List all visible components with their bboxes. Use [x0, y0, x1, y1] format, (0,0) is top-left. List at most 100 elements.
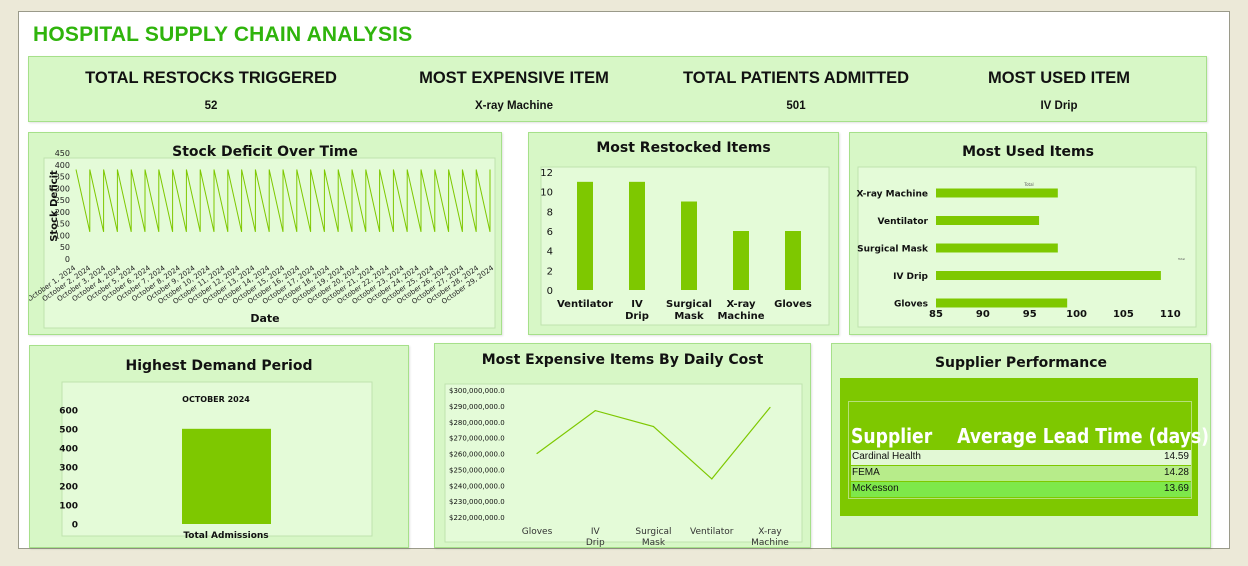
supplier-name: FEMA — [852, 467, 880, 478]
x-tick-label: Drip — [625, 311, 649, 322]
bar-ventilator — [936, 216, 1040, 225]
y-tick-label: 100 — [55, 231, 70, 240]
highest-demand-panel[interactable]: Highest Demand Period OCTOBER 2024 0 100 20… — [29, 345, 409, 548]
x-tick-label: Ventilator — [690, 527, 734, 537]
x-tick-label: 90 — [976, 309, 990, 320]
supplier-panel[interactable]: Supplier Performance Supplier Average Le… — [831, 343, 1211, 548]
y-tick-label: $260,000,000.0 — [449, 451, 505, 459]
kpi-panel[interactable]: TOTAL RESTOCKS TRIGGERED 52 MOST EXPENSI… — [28, 56, 1207, 122]
x-tick-label: Total Admissions — [183, 531, 268, 541]
y-tick-label: $300,000,000.0 — [449, 387, 505, 395]
y-tick-label: 600 — [59, 407, 78, 417]
y-axis-title: Stock Deficit — [49, 170, 60, 242]
y-tick-label: 8 — [547, 207, 553, 218]
highest-demand-chart: OCTOBER 2024 0 100 200 300 400 500 600 Total Adm… — [59, 381, 373, 541]
bar-x-ray-machine — [936, 188, 1058, 198]
y-tick-label: 200 — [59, 483, 78, 493]
supplier-table-header: Supplier Average Lead Time (days) — [851, 424, 1209, 448]
x-tick-label: Ventilator — [557, 299, 613, 310]
y-tick-label: 4 — [547, 247, 553, 258]
kpi-restocks: TOTAL RESTOCKS TRIGGERED 52 — [80, 69, 342, 112]
lead-time-value: 14.28 — [1163, 467, 1189, 478]
chart-title: Most Restocked Items — [596, 140, 771, 156]
supplier-table: Supplier Average Lead Time (days) Cardin… — [848, 401, 1209, 499]
bar-ventilator — [577, 181, 593, 290]
kpi-most-used: MOST USED ITEM IV Drip — [977, 69, 1141, 112]
kpi-label: TOTAL PATIENTS ADMITTED — [682, 69, 910, 87]
bar-gloves — [785, 231, 801, 290]
y-tick-label: 150 — [55, 220, 70, 229]
kpi-label: TOTAL RESTOCKS TRIGGERED — [85, 69, 337, 87]
x-tick-label: Drip — [586, 538, 605, 548]
column-header-supplier: Supplier — [851, 424, 933, 448]
series-line-daily-cost — [536, 407, 771, 480]
kpi-label: MOST USED ITEM — [987, 69, 1131, 87]
most-restocked-panel[interactable]: Most Restocked Items 0 2 4 6 8 10 12 Ventilator… — [528, 132, 839, 335]
y-tick-label: 450 — [55, 149, 70, 158]
table-row: FEMA 14.28 — [851, 466, 1191, 481]
y-tick-label: 0 — [65, 255, 70, 264]
bar-total-admissions — [182, 428, 271, 524]
x-tick-label: X-ray — [758, 527, 782, 537]
bar-iv-drip — [936, 271, 1161, 280]
column-header-lead-time: Average Lead Time (days) — [957, 424, 1210, 448]
stock-deficit-panel[interactable]: Stock Deficit Over Time 0 50 100 150 200 250 3… — [28, 132, 502, 335]
lead-time-value: 14.59 — [1163, 451, 1189, 462]
y-tick-label: Gloves — [894, 300, 928, 310]
plot-area — [43, 157, 496, 329]
bar-surgical-mask — [936, 243, 1058, 253]
x-tick-label: Mask — [674, 311, 704, 322]
chart-subtitle: OCTOBER 2024 — [182, 395, 250, 404]
y-tick-label: 400 — [55, 161, 70, 170]
x-tick-label: IV — [631, 299, 643, 310]
supplier-table-frame: Supplier Average Lead Time (days) Cardin… — [840, 378, 1209, 516]
y-tick-label: $270,000,000.0 — [449, 435, 505, 443]
y-tick-label: $250,000,000.0 — [449, 466, 505, 474]
expensive-cost-panel[interactable]: Most Expensive Items By Daily Cost $220,… — [434, 343, 811, 548]
series-line-stock-deficit — [75, 169, 491, 233]
most-used-chart: Total Total 85 90 95 100 105 110 X-ray Machine Ve… — [856, 166, 1197, 328]
chart-title: Stock Deficit Over Time — [172, 144, 358, 160]
bar-x-ray-machine — [733, 231, 749, 290]
y-tick-label: Ventilator — [878, 217, 929, 227]
x-tick-label: 105 — [1113, 309, 1134, 320]
kpi-label: MOST EXPENSIVE ITEM — [419, 69, 609, 87]
y-tick-label: 100 — [59, 502, 78, 512]
kpi-value: IV Drip — [1040, 100, 1078, 112]
x-tick-label: X-ray — [727, 299, 756, 310]
y-tick-label: $280,000,000.0 — [449, 419, 505, 427]
y-tick-label: 50 — [60, 243, 70, 252]
x-tick-label: Gloves — [522, 527, 553, 537]
y-tick-label: $230,000,000.0 — [449, 498, 505, 506]
dashboard-title: HOSPITAL SUPPLY CHAIN ANALYSIS — [33, 23, 413, 46]
chart-subtitle: Total — [1023, 182, 1033, 187]
x-tick-label: Mask — [642, 538, 666, 548]
y-tick-label: 0 — [547, 286, 553, 297]
y-tick-label: 10 — [540, 188, 553, 199]
lead-time-value: 13.69 — [1163, 483, 1189, 494]
x-tick-label: 110 — [1160, 309, 1181, 320]
kpi-value: 52 — [204, 100, 218, 112]
y-tick-label: IV Drip — [893, 272, 928, 282]
chart-title: Supplier Performance — [934, 355, 1108, 371]
x-tick-label: 85 — [929, 309, 943, 320]
x-tick-label: Surgical — [635, 527, 671, 537]
legend-entry: Total — [1177, 257, 1185, 261]
y-tick-label: 350 — [55, 173, 70, 182]
y-tick-label: 250 — [55, 196, 70, 205]
expensive-cost-chart: $220,000,000.0 $230,000,000.0 $240,000,000… — [444, 383, 803, 548]
most-used-panel[interactable]: Most Used Items Total Total 85 90 95 100 105 11… — [849, 132, 1207, 335]
chart-title: Highest Demand Period — [125, 358, 313, 374]
y-tick-label: $290,000,000.0 — [449, 403, 505, 411]
kpi-expensive: MOST EXPENSIVE ITEM X-ray Machine — [409, 69, 619, 112]
x-tick-label: Gloves — [774, 299, 812, 310]
x-tick-label: Machine — [751, 538, 789, 548]
y-tick-label: 300 — [59, 464, 78, 474]
bar-surgical-mask — [681, 201, 697, 290]
dashboard-sheet: HOSPITAL SUPPLY CHAIN ANALYSIS TOTAL RES… — [18, 11, 1230, 549]
plot-area — [444, 383, 803, 543]
table-row: McKesson 13.69 — [851, 482, 1191, 497]
stock-deficit-chart: 0 50 100 150 200 250 300 350 400 450 Stock Deficit… — [29, 149, 496, 329]
bar-iv-drip — [629, 181, 645, 290]
